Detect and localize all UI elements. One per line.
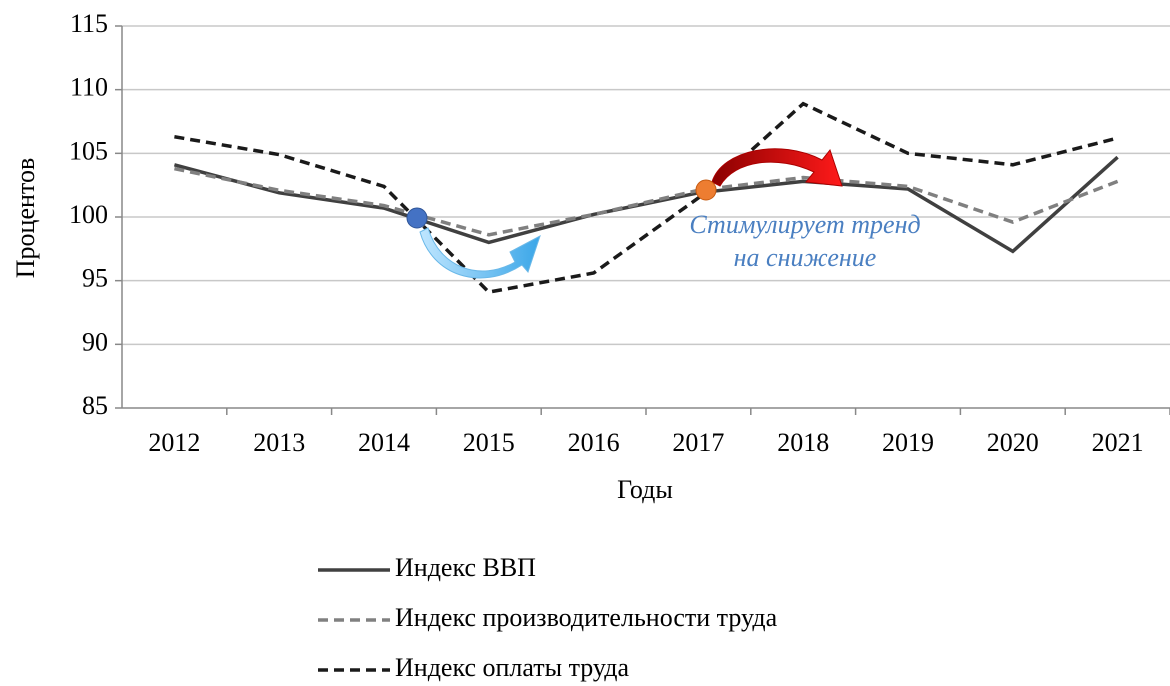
x-tick-label: 2014 [358, 428, 410, 457]
x-tick-label: 2013 [253, 428, 305, 457]
annotation: Стимулирует тренд [689, 210, 920, 239]
x-tick-label: 2019 [882, 428, 934, 457]
series-line [174, 101, 1119, 295]
blue-dot [406, 207, 428, 229]
legend-label: Индекс ВВП [395, 553, 536, 582]
annotation: на снижение [734, 243, 877, 272]
series-line [174, 166, 1119, 237]
legend-label: Индекс оплаты труда [395, 653, 629, 682]
x-tick-label: 2016 [568, 428, 620, 457]
y-axis-title: Процентов [11, 158, 40, 278]
x-tick-label: 2020 [987, 428, 1039, 457]
y-tick-label: 85 [82, 391, 108, 420]
legend-label: Индекс производительности труда [395, 603, 778, 632]
x-tick-label: 2012 [148, 428, 200, 457]
red-arrow [711, 148, 843, 187]
y-tick-label: 100 [69, 200, 108, 229]
x-tick-label: 2018 [777, 428, 829, 457]
x-tick-label: 2015 [463, 428, 515, 457]
y-tick-label: 110 [70, 73, 108, 102]
y-tick-label: 95 [82, 264, 108, 293]
x-axis-title: Годы [617, 475, 673, 504]
orange-dot [695, 179, 717, 201]
y-tick-label: 115 [70, 9, 108, 38]
y-tick-label: 105 [69, 136, 108, 165]
y-tick-label: 90 [82, 327, 108, 356]
x-tick-label: 2017 [672, 428, 724, 457]
x-tick-label: 2021 [1092, 428, 1144, 457]
blue-arrow [419, 227, 541, 279]
